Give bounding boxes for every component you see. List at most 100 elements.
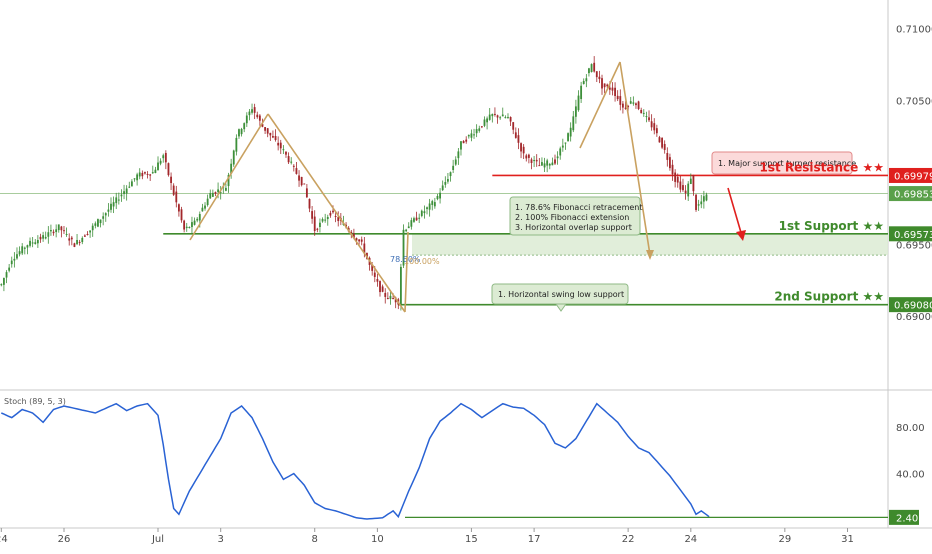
candle-body (381, 286, 384, 292)
candle-body (546, 160, 549, 166)
candle-body (196, 218, 199, 221)
candle-body (55, 229, 58, 233)
candle-body (663, 143, 666, 150)
candle-body (674, 172, 677, 182)
candle-body (702, 196, 705, 202)
resistance-note-box: 1. Major support turned resistance (711, 151, 856, 175)
candle-body (410, 220, 413, 227)
candle-body (624, 107, 627, 109)
price-pane (0, 0, 888, 390)
candle-body (97, 219, 99, 227)
candle-body (386, 297, 389, 299)
candle-body (290, 161, 293, 163)
candle-body (52, 231, 55, 234)
candle-body (441, 185, 444, 191)
candle-body (217, 189, 219, 192)
candle-body (444, 181, 447, 185)
candle-body (658, 137, 661, 143)
candle-body (572, 116, 575, 131)
candle-body (379, 281, 381, 293)
candle-body (18, 251, 21, 255)
candle-body (191, 222, 193, 228)
candle-body (687, 183, 690, 197)
resistance-level-name: 1st Resistance ★★ (759, 160, 884, 174)
candle-body (198, 214, 201, 221)
candle-body (201, 207, 204, 212)
support1-price-label: 0.69573 (894, 230, 932, 241)
candle-body (355, 238, 358, 241)
candle-body (42, 235, 45, 239)
candle-body (488, 114, 491, 120)
candles-layer (0, 56, 708, 311)
candle-body (473, 134, 475, 136)
candle-body (292, 165, 295, 167)
candle-body (556, 156, 559, 159)
candle-body (266, 128, 269, 134)
projection-arrow (727, 187, 746, 241)
candle-body (298, 175, 300, 181)
candle-body (188, 226, 191, 228)
candle-body (60, 226, 63, 231)
candle-body (94, 223, 97, 226)
support2-note-box: 1. Horizontal swing low support (491, 283, 629, 312)
projection-arrow-head (736, 230, 746, 241)
fib-support-zone (412, 233, 888, 256)
candle-body (272, 136, 274, 138)
resistance-price-tag: 0.69979 (889, 167, 932, 183)
candle-body (76, 240, 78, 245)
time-tick-label: 3 (218, 534, 224, 545)
support1-note-line-3: 3. Horizontal overlap support (515, 223, 632, 232)
time-axis[interactable]: 24 26 Jul 3 8 10 15 17 22 24 29 31 (0, 528, 854, 545)
candle-body (337, 217, 340, 222)
candle-body (483, 119, 486, 126)
candle-body (149, 174, 152, 176)
candle-body (172, 185, 175, 195)
candle-body (44, 236, 47, 239)
candle-body (436, 195, 439, 200)
candle-body (512, 122, 515, 130)
fib-78-label: 78.60% (390, 255, 421, 264)
resistance-price-label: 0.69979 (894, 171, 932, 182)
candle-body (277, 142, 280, 146)
swing-arrow-5 (619, 61, 651, 256)
arrow-head-fib (646, 250, 654, 260)
candle-body (423, 211, 426, 214)
candle-body (655, 128, 658, 134)
candle-body (491, 113, 494, 117)
candle-body (10, 260, 13, 265)
candle-body (514, 132, 517, 138)
candle-body (8, 267, 11, 271)
candle-body (303, 183, 306, 185)
candle-body (695, 194, 697, 210)
candle-body (520, 143, 522, 152)
candle-body (227, 174, 230, 187)
support1-note-line-1: 1. 78.6% Fibonacci retracement (515, 203, 643, 212)
candle-body (107, 209, 110, 212)
candle-body (632, 102, 635, 104)
candle-body (363, 243, 366, 254)
candle-body (235, 137, 238, 152)
swing-arrow-3 (404, 231, 409, 313)
candle-body (164, 152, 167, 163)
candle-body (311, 211, 314, 219)
candle-body (452, 165, 455, 171)
candle-body (23, 247, 26, 249)
candle-body (253, 107, 256, 113)
candle-body (501, 114, 504, 117)
candle-body (102, 216, 105, 219)
candle-body (608, 87, 611, 90)
candle-body (193, 220, 196, 225)
candle-body (138, 172, 141, 177)
candle-body (551, 162, 554, 166)
candle-body (650, 121, 653, 128)
candle-body (352, 233, 355, 238)
candle-body (81, 237, 84, 243)
candle-body (136, 174, 139, 181)
candle-body (70, 237, 73, 240)
candle-body (133, 178, 136, 180)
candle-body (264, 127, 267, 131)
candle-body (36, 240, 39, 244)
time-tick-label: 31 (841, 534, 854, 545)
